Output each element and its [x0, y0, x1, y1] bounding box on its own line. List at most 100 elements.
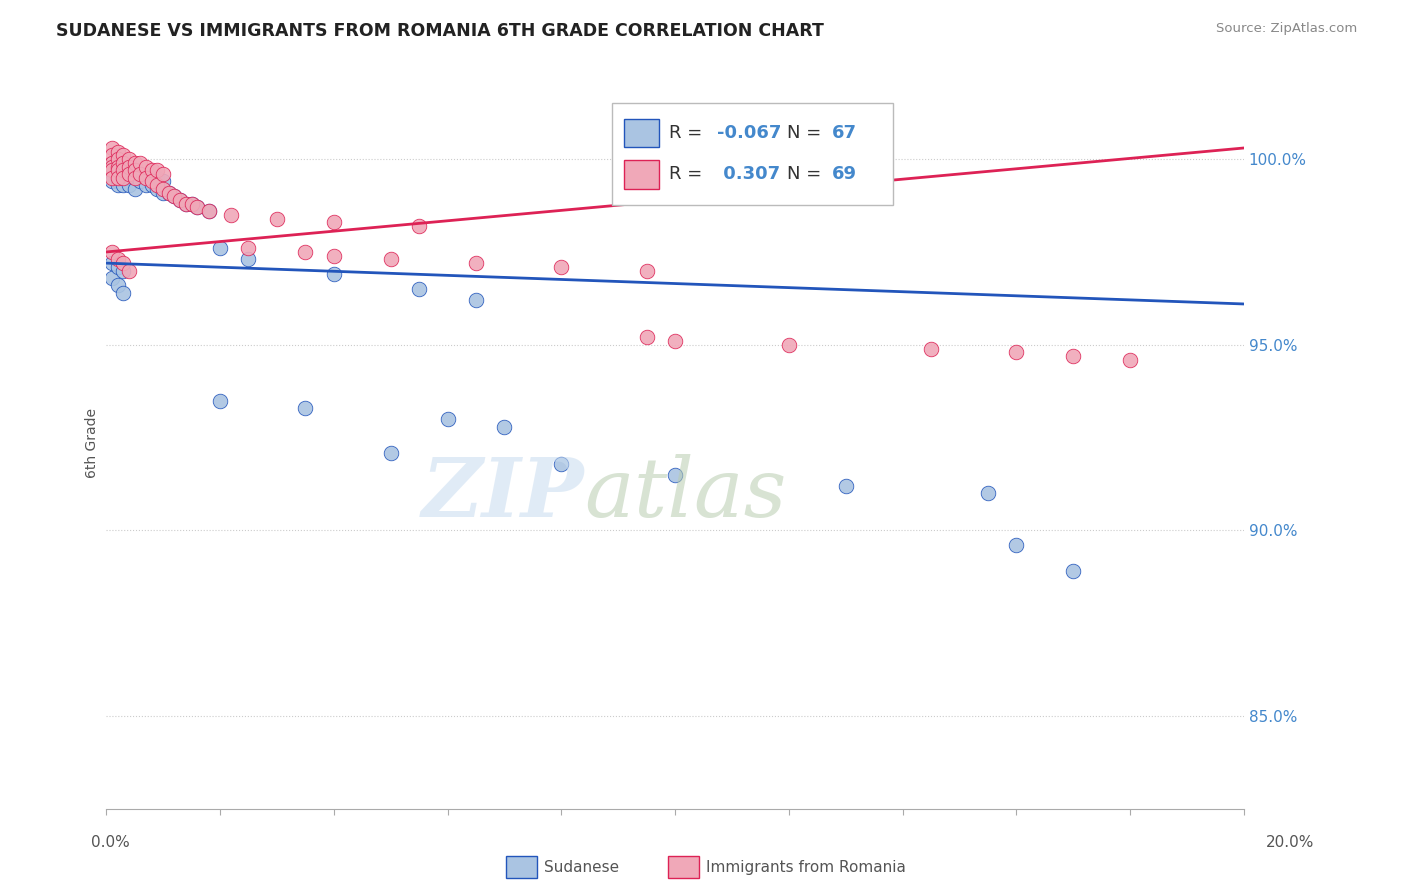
Point [380, 252, 402, 267]
Point [101, 148, 124, 162]
Point [101, 160, 124, 174]
Point [197, 204, 219, 219]
Point [107, 252, 129, 267]
Point [101, 174, 124, 188]
Point [107, 174, 129, 188]
Point [124, 156, 146, 170]
Point [152, 182, 174, 196]
Text: N =: N = [787, 124, 827, 142]
Point [322, 215, 344, 229]
Point [180, 196, 202, 211]
Point [141, 163, 163, 178]
Point [152, 186, 174, 200]
Point [112, 285, 135, 300]
Point [101, 170, 124, 185]
Point [107, 178, 129, 193]
Text: R =: R = [669, 166, 709, 184]
Point [1062, 565, 1084, 579]
Point [107, 163, 129, 178]
Point [1005, 345, 1028, 359]
Point [112, 256, 135, 270]
Point [146, 163, 169, 178]
Text: N =: N = [787, 166, 827, 184]
Point [124, 170, 146, 185]
Point [636, 263, 658, 277]
Point [664, 334, 686, 348]
Point [197, 204, 219, 219]
FancyBboxPatch shape [624, 120, 658, 147]
Point [238, 252, 260, 267]
Text: ZIP: ZIP [422, 454, 583, 534]
Point [465, 293, 488, 308]
Point [146, 178, 169, 193]
Point [101, 156, 124, 170]
Point [112, 160, 135, 174]
Point [163, 189, 186, 203]
Point [112, 170, 135, 185]
Text: 69: 69 [832, 166, 858, 184]
Point [118, 170, 141, 185]
Point [834, 479, 856, 493]
Point [124, 163, 146, 178]
Point [169, 193, 191, 207]
Point [124, 163, 146, 178]
Text: SUDANESE VS IMMIGRANTS FROM ROMANIA 6TH GRADE CORRELATION CHART: SUDANESE VS IMMIGRANTS FROM ROMANIA 6TH … [56, 22, 824, 40]
Point [920, 342, 942, 356]
Point [664, 467, 686, 482]
Point [118, 263, 141, 277]
Point [101, 156, 124, 170]
Point [152, 174, 174, 188]
Point [112, 263, 135, 277]
Point [152, 167, 174, 181]
Point [322, 267, 344, 281]
Point [494, 419, 516, 434]
Point [174, 196, 197, 211]
Text: 0.307: 0.307 [717, 166, 780, 184]
Point [107, 152, 129, 166]
Point [129, 174, 152, 188]
Point [266, 211, 288, 226]
Point [101, 256, 124, 270]
Point [129, 167, 152, 181]
Point [112, 178, 135, 193]
Text: 67: 67 [832, 124, 858, 142]
Text: Immigrants from Romania: Immigrants from Romania [706, 860, 905, 874]
Point [208, 241, 231, 255]
Point [157, 186, 180, 200]
Point [465, 256, 488, 270]
Point [107, 156, 129, 170]
Point [129, 167, 152, 181]
Point [101, 160, 124, 174]
Point [1119, 352, 1142, 367]
Point [112, 163, 135, 178]
Point [135, 167, 157, 181]
Point [294, 244, 316, 259]
Point [322, 249, 344, 263]
Point [107, 260, 129, 274]
Text: Sudanese: Sudanese [544, 860, 619, 874]
Point [118, 178, 141, 193]
Point [180, 196, 202, 211]
Point [107, 170, 129, 185]
Point [169, 193, 191, 207]
Text: Source: ZipAtlas.com: Source: ZipAtlas.com [1216, 22, 1357, 36]
Point [112, 148, 135, 162]
Point [146, 182, 169, 196]
Point [408, 282, 430, 296]
Point [380, 445, 402, 459]
Point [101, 141, 124, 155]
Point [186, 201, 208, 215]
Point [118, 152, 141, 166]
Text: 0.0%: 0.0% [91, 836, 131, 850]
Point [107, 278, 129, 293]
Point [101, 163, 124, 178]
Point [107, 167, 129, 181]
Point [129, 156, 152, 170]
Point [294, 401, 316, 415]
Point [550, 260, 572, 274]
Point [107, 163, 129, 178]
Point [778, 338, 800, 352]
Point [124, 182, 146, 196]
Point [977, 486, 1000, 500]
Point [107, 145, 129, 159]
